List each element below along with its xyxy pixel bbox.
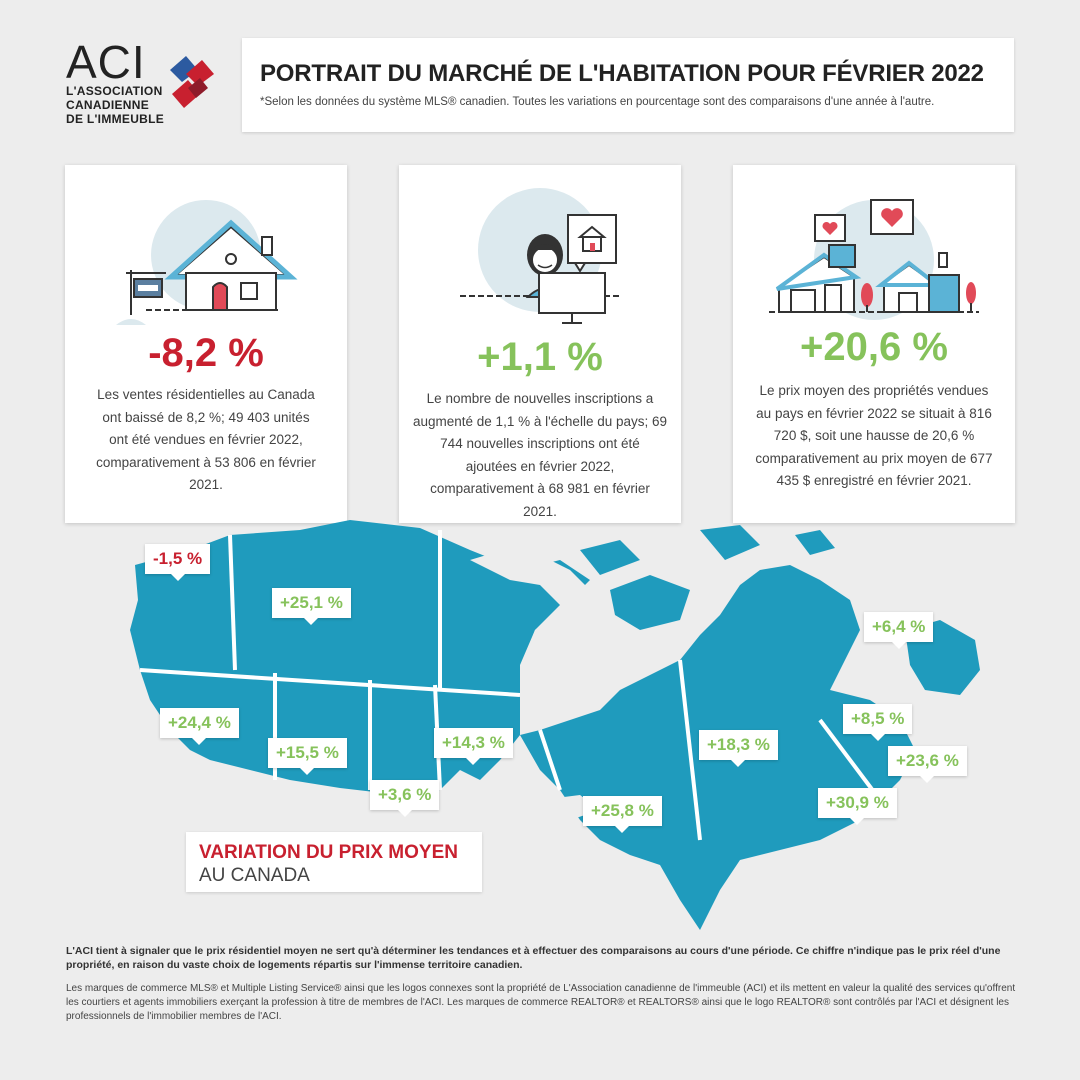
house-for-sale-icon <box>116 200 298 325</box>
tag-nwt: +25,1 % <box>272 588 351 625</box>
logo-diamond-icon <box>170 56 214 108</box>
listings-description: Le nombre de nouvelles inscriptions a au… <box>413 391 668 519</box>
houses-with-hearts-icon <box>769 199 979 320</box>
aci-logo: ACI L'ASSOCIATION CANADIENNE DE L'IMMEUB… <box>66 36 226 130</box>
tag-pei: +8,5 % <box>843 704 913 741</box>
map-legend: VARIATION DU PRIX MOYEN AU CANADA <box>186 832 482 892</box>
person-at-computer-icon <box>460 188 620 324</box>
tag-nova-scotia: +23,6 % <box>888 746 967 783</box>
tag-ontario: +25,8 % <box>583 796 662 833</box>
footer-disclaimer: L'ACI tient à signaler que le prix résid… <box>66 945 1001 971</box>
page-subtitle: *Selon les données du système MLS® canad… <box>260 96 935 108</box>
price-description: Le prix moyen des propriétés vendues au … <box>755 383 993 488</box>
stat-card-listings: +1,1 % Le nombre de nouvelles inscriptio… <box>399 165 681 523</box>
legend-title: VARIATION DU PRIX MOYEN <box>199 842 458 863</box>
arctic-island-shape <box>795 530 835 555</box>
legend-subtitle: AU CANADA <box>199 865 310 886</box>
stat-card-price: +20,6 % Le prix moyen des propriétés ven… <box>733 165 1015 523</box>
tag-newfoundland: +6,4 % <box>864 612 934 649</box>
logo-line-2: CANADIENNE <box>66 98 150 112</box>
tag-manitoba: +14,3 % <box>434 728 513 765</box>
sales-change-value: -8,2 % <box>148 331 264 375</box>
page-title: PORTRAIT DU MARCHÉ DE L'HABITATION POUR … <box>260 60 984 87</box>
footer-trademarks: Les marques de commerce MLS® et Multiple… <box>66 983 1016 1022</box>
hudson-bay-shape <box>470 545 600 700</box>
tag-yukon: -1,5 % <box>145 544 211 581</box>
arctic-island-shape <box>610 575 690 630</box>
western-provinces-shape <box>130 520 590 795</box>
tag-alberta: +15,5 % <box>268 738 347 775</box>
logo-line-1: L'ASSOCIATION <box>66 84 163 98</box>
sales-description: Les ventes résidentielles au Canada ont … <box>96 387 316 492</box>
arctic-island-shape <box>700 525 760 560</box>
tag-new-brunswick: +30,9 % <box>818 788 897 825</box>
price-change-value: +20,6 % <box>800 325 948 369</box>
tag-saskatchewan: +3,6 % <box>370 780 440 817</box>
listings-change-value: +1,1 % <box>477 335 603 379</box>
arctic-island-shape <box>580 540 640 575</box>
header-box: PORTRAIT DU MARCHÉ DE L'HABITATION POUR … <box>242 38 1014 132</box>
tag-bc: +24,4 % <box>160 708 239 745</box>
tag-quebec: +18,3 % <box>699 730 778 767</box>
logo-line-3: DE L'IMMEUBLE <box>66 112 165 126</box>
logo-wordmark: ACI <box>66 36 146 88</box>
stat-card-sales: -8,2 % Les ventes résidentielles au Cana… <box>65 165 347 523</box>
